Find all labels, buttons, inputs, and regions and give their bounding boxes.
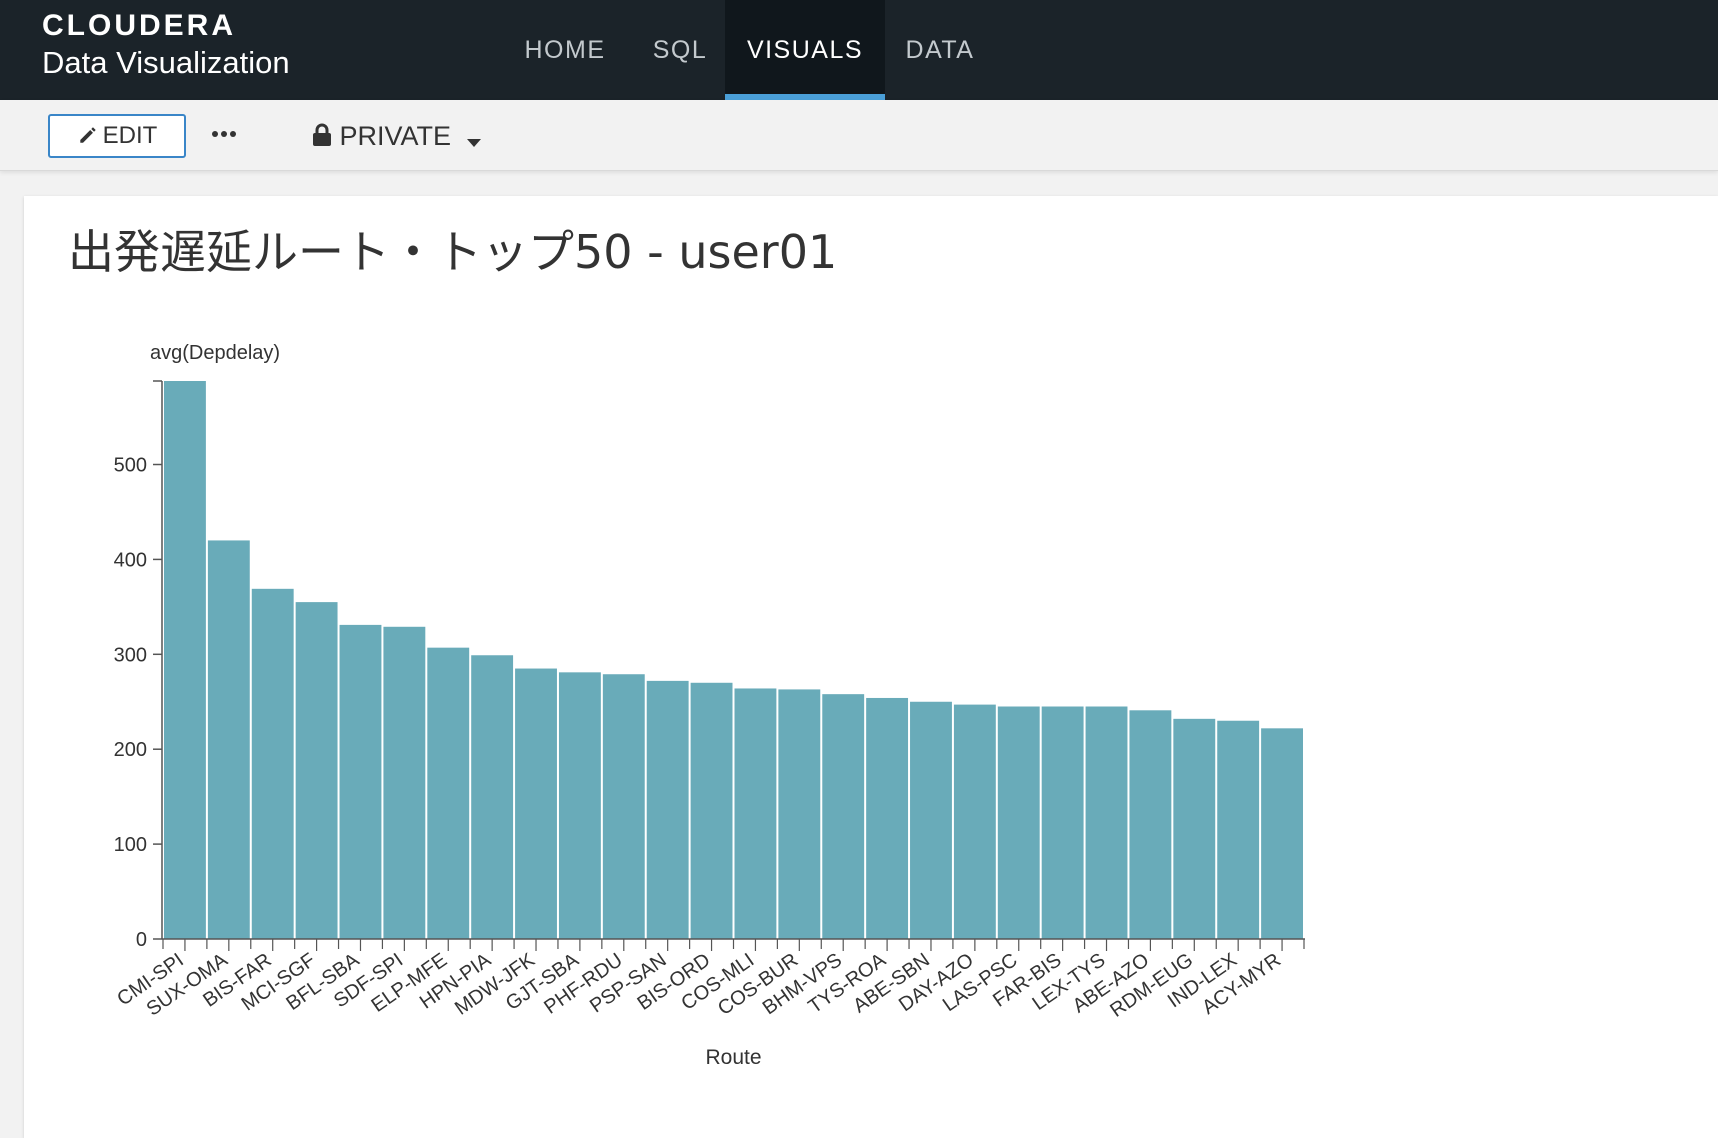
y-tick-label-200: 200 — [114, 739, 147, 761]
bar-bis-far — [251, 588, 294, 939]
bar-phf-rdu — [602, 674, 645, 939]
bar-mdw-jfk — [515, 668, 557, 939]
nav-sql[interactable]: SQL — [652, 36, 708, 64]
visual-panel: 出発遅延ルート・トップ50 - user01 0 100 200 300 400 500 a… — [24, 196, 1718, 1138]
brand-logo[interactable]: CLOUDERA Data Visualization — [42, 8, 290, 82]
panel-title: 出発遅延ルート・トップ50 - user01 — [68, 225, 838, 279]
lock-icon — [313, 123, 331, 146]
caret-down-icon — [466, 139, 481, 147]
y-tick-label-500: 500 — [114, 455, 147, 477]
bar-abe-azo — [1129, 710, 1172, 939]
bar-abe-sbn — [910, 701, 952, 939]
bar-tys-roa — [866, 697, 909, 939]
bar-far-bis — [1041, 706, 1084, 939]
brand-name: CLOUDERA — [42, 9, 236, 42]
bar-mci-sgf — [295, 602, 338, 939]
bar-lex-tys — [1085, 706, 1128, 939]
y-tick-label-300: 300 — [114, 644, 147, 666]
bar-cos-mli — [734, 688, 777, 939]
bar-day-azo — [953, 704, 996, 939]
nav-data[interactable]: DATA — [905, 36, 975, 64]
more-horizontal-icon[interactable] — [210, 122, 238, 146]
y-tick-label-0: 0 — [136, 929, 147, 951]
edit-button[interactable]: EDIT — [48, 114, 186, 158]
privacy-label: PRIVATE — [339, 121, 452, 151]
bar-ind-lex — [1217, 720, 1260, 939]
bar-las-psc — [997, 706, 1040, 939]
bar-cmi-spi — [164, 381, 206, 939]
y-tick-label-400: 400 — [114, 549, 147, 571]
brand-product: Data Visualization — [42, 45, 290, 80]
bar-cos-bur — [778, 689, 821, 939]
bar-acy-myr — [1261, 728, 1303, 939]
bar-rdm-eug — [1173, 718, 1216, 939]
bar-elp-mfe — [427, 647, 470, 939]
bar-bhm-vps — [822, 694, 865, 939]
bar-sdf-spi — [383, 626, 426, 939]
nav-visuals[interactable]: VISUALS — [725, 0, 885, 100]
privacy-dropdown[interactable]: PRIVATE — [312, 118, 481, 154]
bar-bfl-sba — [339, 624, 382, 939]
bar-sux-oma — [207, 540, 250, 939]
bar-psp-san — [646, 680, 689, 939]
top-navigation-bar: CLOUDERA Data Visualization HOME SQL VIS… — [0, 0, 1718, 100]
bar-hpn-pia — [471, 655, 514, 939]
edit-button-label: EDIT — [102, 122, 158, 149]
dashboard-toolbar: EDIT PRIVATE — [0, 100, 1718, 171]
bar-bis-ord — [690, 682, 733, 939]
bar-gjt-sba — [558, 672, 601, 939]
nav-home[interactable]: HOME — [524, 36, 606, 64]
x-axis-title: Route — [705, 1046, 761, 1069]
y-axis-title: avg(Depdelay) — [150, 342, 280, 364]
y-tick-label-100: 100 — [114, 834, 147, 856]
pencil-icon — [79, 127, 96, 143]
bar-chart: 0100200300400500avg(Depdelay)CMI-SPISUX-… — [113, 342, 1305, 1069]
